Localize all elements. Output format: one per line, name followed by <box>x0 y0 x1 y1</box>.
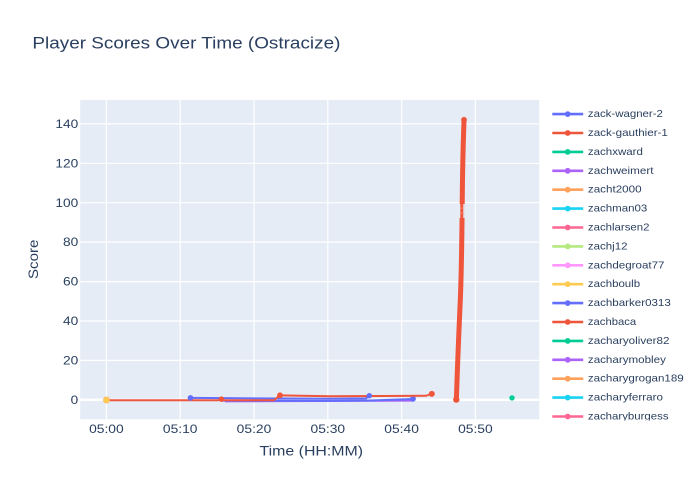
svg-text:80: 80 <box>63 235 79 249</box>
svg-text:0: 0 <box>71 393 79 407</box>
svg-text:120: 120 <box>55 156 78 170</box>
svg-text:Time (HH:MM): Time (HH:MM) <box>260 442 364 458</box>
svg-text:zack-wagner-2: zack-wagner-2 <box>588 109 663 120</box>
svg-text:Player Scores Over Time (Ostra: Player Scores Over Time (Ostracize) <box>32 34 340 53</box>
svg-text:05:20: 05:20 <box>237 422 272 436</box>
svg-text:zachweimert: zachweimert <box>588 166 654 177</box>
svg-text:zachdegroat77: zachdegroat77 <box>588 260 665 271</box>
svg-text:zachboulb: zachboulb <box>588 279 641 290</box>
svg-text:zacharyoliver82: zacharyoliver82 <box>588 336 670 347</box>
svg-text:20: 20 <box>63 354 79 368</box>
svg-text:Score: Score <box>25 239 41 279</box>
svg-text:05:30: 05:30 <box>311 422 346 436</box>
svg-text:100: 100 <box>55 196 78 210</box>
svg-text:zachman03: zachman03 <box>588 204 648 215</box>
svg-text:40: 40 <box>63 314 79 328</box>
svg-text:zacharygrogan189: zacharygrogan189 <box>588 374 684 385</box>
svg-text:05:50: 05:50 <box>458 422 493 436</box>
svg-text:zacharymobley: zacharymobley <box>588 355 667 366</box>
svg-text:zack-gauthier-1: zack-gauthier-1 <box>588 128 668 139</box>
svg-text:zachbaca: zachbaca <box>588 317 637 328</box>
svg-text:60: 60 <box>63 275 79 289</box>
svg-text:zacharyferraro: zacharyferraro <box>588 393 663 404</box>
svg-text:zachlarsen2: zachlarsen2 <box>588 223 650 234</box>
svg-text:05:00: 05:00 <box>89 422 124 436</box>
svg-text:zacharyburgess: zacharyburgess <box>588 412 669 423</box>
svg-text:zachbarker0313: zachbarker0313 <box>588 298 671 309</box>
svg-text:05:10: 05:10 <box>163 422 198 436</box>
svg-text:05:40: 05:40 <box>384 422 419 436</box>
svg-text:140: 140 <box>55 117 78 131</box>
svg-text:zachxward: zachxward <box>588 147 643 158</box>
svg-text:zachj12: zachj12 <box>588 241 628 252</box>
svg-text:zacht2000: zacht2000 <box>588 185 642 196</box>
